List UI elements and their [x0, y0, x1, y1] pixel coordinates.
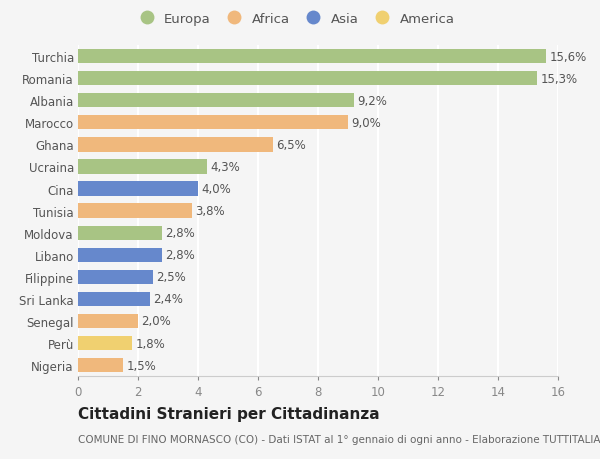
Bar [78, 116, 348, 130]
Text: 15,6%: 15,6% [550, 50, 587, 63]
Text: 4,3%: 4,3% [211, 161, 241, 174]
Bar [78, 248, 162, 263]
Bar [78, 314, 138, 329]
Legend: Europa, Africa, Asia, America: Europa, Africa, Asia, America [134, 13, 454, 26]
Bar [78, 160, 207, 174]
Text: 2,0%: 2,0% [142, 315, 172, 328]
Bar [78, 292, 150, 307]
Bar [78, 270, 153, 285]
Text: 15,3%: 15,3% [541, 73, 578, 85]
Text: 9,2%: 9,2% [358, 95, 388, 107]
Text: 3,8%: 3,8% [196, 205, 225, 218]
Text: 2,5%: 2,5% [157, 271, 187, 284]
Text: 2,4%: 2,4% [154, 293, 184, 306]
Text: 4,0%: 4,0% [202, 183, 232, 196]
Text: 1,5%: 1,5% [127, 359, 157, 372]
Bar [78, 182, 198, 196]
Bar [78, 336, 132, 351]
Text: 2,8%: 2,8% [166, 249, 196, 262]
Bar [78, 138, 273, 152]
Bar [78, 226, 162, 241]
Text: COMUNE DI FINO MORNASCO (CO) - Dati ISTAT al 1° gennaio di ogni anno - Elaborazi: COMUNE DI FINO MORNASCO (CO) - Dati ISTA… [78, 434, 600, 444]
Text: 9,0%: 9,0% [352, 117, 382, 129]
Bar [78, 204, 192, 218]
Bar [78, 94, 354, 108]
Text: 6,5%: 6,5% [277, 139, 307, 151]
Bar [78, 72, 537, 86]
Text: Cittadini Stranieri per Cittadinanza: Cittadini Stranieri per Cittadinanza [78, 406, 380, 421]
Bar [78, 358, 123, 373]
Text: 1,8%: 1,8% [136, 337, 166, 350]
Bar [78, 50, 546, 64]
Text: 2,8%: 2,8% [166, 227, 196, 240]
